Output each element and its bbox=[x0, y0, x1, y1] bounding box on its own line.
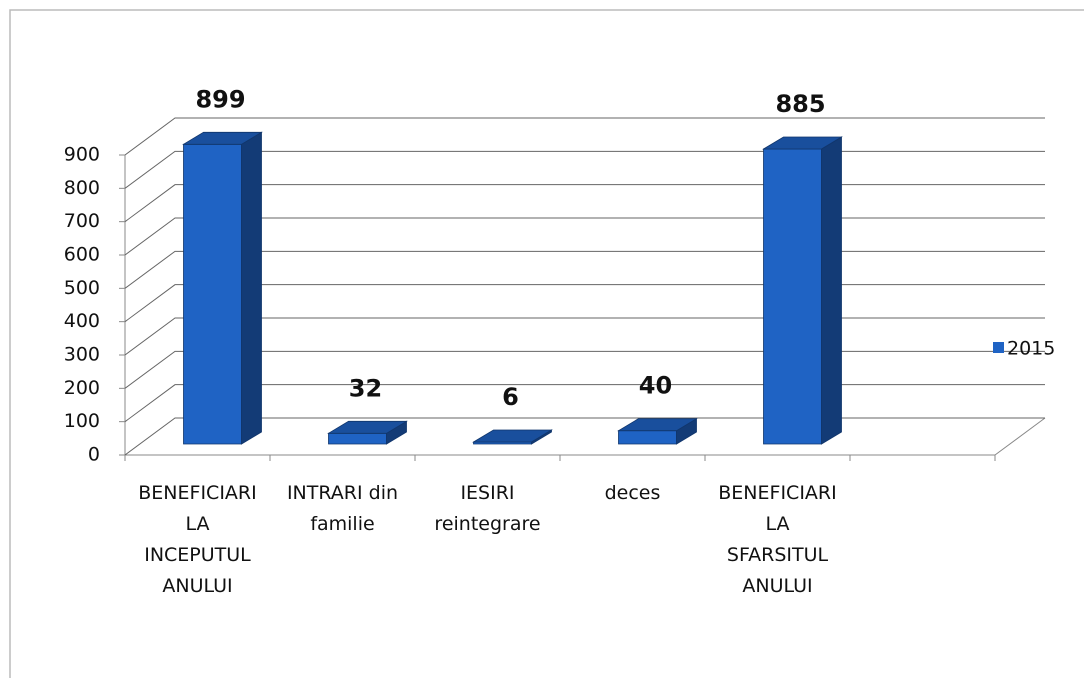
y-tick-label: 500 bbox=[64, 277, 100, 299]
x-tick-label: BENEFICIARI LA SFARSITUL ANULUI bbox=[718, 482, 837, 597]
value-label: 899 bbox=[195, 85, 245, 113]
bar-top bbox=[762, 136, 843, 150]
y-tick-label: 900 bbox=[64, 144, 100, 166]
bar-front bbox=[183, 143, 242, 445]
x-tick-label: IESIRI reintegrare bbox=[434, 482, 541, 535]
y-tick-label: 600 bbox=[64, 244, 100, 266]
bar-front bbox=[618, 430, 677, 445]
grid-line bbox=[124, 150, 1045, 189]
grid-line bbox=[124, 417, 1045, 456]
legend-swatch bbox=[993, 342, 1004, 353]
y-tick-label: 400 bbox=[64, 310, 100, 332]
bar bbox=[327, 420, 408, 445]
frame bbox=[9, 9, 1084, 678]
bar-side bbox=[241, 131, 262, 445]
x-tick-label: BENEFICIARI LA INCEPUTUL ANULUI bbox=[138, 482, 257, 597]
x-tick-label: INTRARI din familie bbox=[286, 482, 399, 535]
axis-line bbox=[994, 417, 1046, 456]
bar-top bbox=[327, 420, 408, 434]
y-tick-label: 800 bbox=[64, 177, 100, 199]
x-tick-label: deces bbox=[604, 482, 661, 504]
y-tick-label: 100 bbox=[64, 410, 100, 432]
bar bbox=[182, 131, 263, 445]
value-label: 6 bbox=[502, 383, 519, 411]
y-tick-label: 0 bbox=[88, 444, 100, 466]
y-tick-label: 700 bbox=[64, 210, 100, 232]
bar-side bbox=[821, 136, 842, 445]
value-label: 40 bbox=[639, 372, 672, 400]
grid-line bbox=[124, 184, 1045, 223]
grid-line bbox=[124, 350, 1045, 389]
bar-top bbox=[617, 418, 698, 432]
value-label: 885 bbox=[775, 90, 825, 118]
y-tick-label: 300 bbox=[64, 344, 100, 366]
y-tick-label: 200 bbox=[64, 377, 100, 399]
bar-top bbox=[182, 131, 263, 145]
bar bbox=[617, 417, 698, 445]
bar bbox=[472, 429, 553, 445]
grid-line bbox=[124, 217, 1045, 256]
bar-front bbox=[763, 148, 822, 445]
grid-line bbox=[124, 117, 1045, 156]
bar-front bbox=[328, 432, 387, 445]
grid-line bbox=[124, 317, 1045, 356]
grid-line bbox=[124, 384, 1045, 423]
bar bbox=[762, 136, 843, 445]
grid-line bbox=[124, 250, 1045, 289]
bar-top bbox=[472, 429, 553, 443]
legend-label: 2015 bbox=[1007, 338, 1055, 360]
value-label: 32 bbox=[349, 374, 382, 402]
grid-line bbox=[124, 284, 1045, 323]
